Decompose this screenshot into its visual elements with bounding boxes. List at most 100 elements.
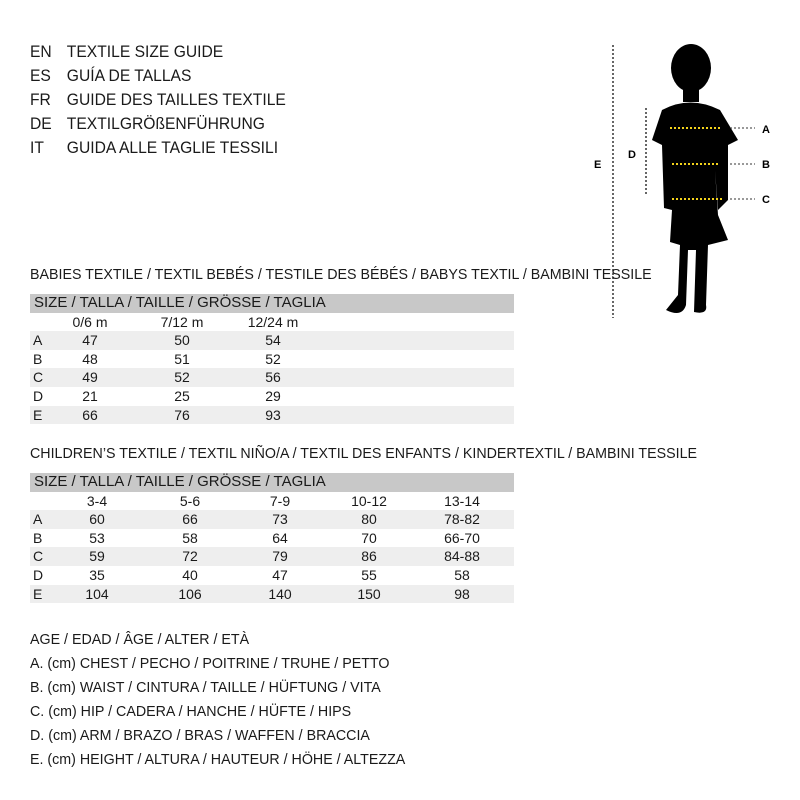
table-cell: 50 [174, 332, 190, 349]
label-b: B [762, 159, 770, 171]
column-header: 13-14 [444, 492, 480, 509]
language-title: GUIDA ALLE TAGLIE TESSILI [66, 138, 279, 157]
table-cell: 55 [361, 566, 377, 583]
table-cell: 150 [357, 585, 381, 602]
language-code: FR [30, 90, 51, 109]
child-silhouette-icon [652, 44, 738, 314]
legend-item: E. (cm) HEIGHT / ALTURA / HAUTEUR / HÖHE… [30, 751, 406, 768]
column-header: 5-6 [179, 492, 201, 509]
table-cell: 49 [82, 369, 98, 386]
label-e: E [594, 159, 601, 171]
table-cell: 64 [272, 529, 288, 546]
table-cell: 84-88 [444, 548, 480, 565]
babies-size-table: SIZE / TALLA / TAILLE / GRÖSSE / TAGLIA 0… [30, 294, 514, 425]
children-size-table: SIZE / TALLA / TAILLE / GRÖSSE / TAGLIA 3… [30, 473, 514, 604]
table-cell: 29 [265, 387, 281, 404]
table-cell: 66 [182, 511, 198, 528]
table-cell: 51 [174, 350, 190, 367]
language-line: DE TEXTILGRÖßENFÜHRUNG [30, 112, 286, 136]
table-row: B 48 51 52 [30, 350, 514, 369]
table-header: SIZE / TALLA / TAILLE / GRÖSSE / TAGLIA [30, 473, 514, 492]
children-title: CHILDREN’S TEXTILE / TEXTIL NIÑO/A / TEX… [30, 445, 698, 462]
language-line: IT GUIDA ALLE TAGLIE TESSILI [30, 136, 286, 160]
label-c: C [762, 194, 770, 206]
row-label: C [33, 369, 44, 386]
table-row: D 35 40 47 55 58 [30, 566, 514, 585]
table-cell: 73 [272, 511, 288, 528]
language-list: EN TEXTILE SIZE GUIDE ES GUÍA DE TALLAS FR GU… [30, 40, 308, 160]
table-cell: 104 [85, 585, 109, 602]
table-cell: 98 [454, 585, 470, 602]
column-header-row: 0/6 m 7/12 m 12/24 m [30, 313, 514, 332]
legend-item: D. (cm) ARM / BRAZO / BRAS / WAFFEN / BR… [30, 727, 370, 744]
table-cell: 72 [182, 548, 198, 565]
language-code: DE [30, 114, 52, 133]
column-header: 10-12 [351, 492, 387, 509]
table-header: SIZE / TALLA / TAILLE / GRÖSSE / TAGLIA [30, 294, 514, 313]
column-header: 3-4 [86, 492, 108, 509]
table-cell: 79 [272, 548, 288, 565]
table-cell: 76 [174, 406, 190, 423]
table-row: A 47 50 54 [30, 331, 514, 350]
table-row: C 59 72 79 86 84-88 [30, 547, 514, 566]
table-row: C 49 52 56 [30, 368, 514, 387]
row-label: E [33, 406, 43, 423]
legend-item: B. (cm) WAIST / CINTURA / TAILLE / HÜFTU… [30, 679, 381, 696]
row-label: D [33, 566, 44, 583]
legend-item: AGE / EDAD / ÂGE / ALTER / ETÀ [30, 631, 250, 648]
label-a: A [762, 124, 770, 136]
table-cell: 58 [182, 529, 198, 546]
column-header: 12/24 m [247, 313, 299, 330]
table-cell: 52 [265, 350, 281, 367]
table-cell: 25 [174, 387, 190, 404]
table-row: B 53 58 64 70 66-70 [30, 529, 514, 548]
table-cell: 93 [265, 406, 281, 423]
table-cell: 86 [361, 548, 377, 565]
row-label: B [33, 529, 43, 546]
table-cell: 47 [82, 332, 98, 349]
legend-item: A. (cm) CHEST / PECHO / POITRINE / TRUHE… [30, 655, 390, 672]
row-label: D [33, 387, 44, 404]
table-cell: 48 [82, 350, 98, 367]
table-cell: 52 [174, 369, 190, 386]
column-header: 0/6 m [72, 313, 108, 330]
table-cell: 59 [89, 548, 105, 565]
table-cell: 40 [182, 566, 198, 583]
table-cell: 60 [89, 511, 105, 528]
table-row: D 21 25 29 [30, 387, 514, 406]
table-row: A 60 66 73 80 78-82 [30, 510, 514, 529]
column-header-row: 3-4 5-6 7-9 10-12 13-14 [30, 492, 514, 511]
language-code: ES [30, 66, 51, 85]
language-title: TEXTILGRÖßENFÜHRUNG [66, 114, 265, 133]
table-cell: 106 [178, 585, 202, 602]
row-label: C [33, 548, 44, 565]
language-title: TEXTILE SIZE GUIDE [66, 42, 224, 61]
table-cell: 80 [361, 511, 377, 528]
table-row: E 104 106 140 150 98 [30, 584, 514, 604]
table-cell: 56 [265, 369, 281, 386]
table-cell: 140 [268, 585, 292, 602]
column-header: 7/12 m [160, 313, 204, 330]
babies-title: BABIES TEXTILE / TEXTIL BEBÉS / TESTILE … [30, 266, 652, 283]
language-title: GUÍA DE TALLAS [66, 66, 192, 85]
label-d: D [628, 149, 636, 161]
row-label: A [33, 511, 43, 528]
language-line: FR GUIDE DES TAILLES TEXTILE [30, 88, 286, 112]
table-cell: 66 [82, 406, 98, 423]
table-cell: 66-70 [444, 529, 480, 546]
row-label: E [33, 585, 43, 602]
table-cell: 53 [89, 529, 105, 546]
language-code: EN [30, 42, 52, 61]
size-figure: A B C D E [594, 44, 770, 318]
table-row: E 66 76 93 [30, 405, 514, 425]
row-label: A [33, 332, 43, 349]
table-cell: 47 [272, 566, 288, 583]
table-cell: 21 [82, 387, 98, 404]
table-cell: 58 [454, 566, 470, 583]
table-cell: 70 [361, 529, 377, 546]
table-cell: 78-82 [444, 511, 480, 528]
language-line: ES GUÍA DE TALLAS [30, 64, 286, 88]
language-code: IT [30, 138, 44, 157]
table-cell: 54 [265, 332, 281, 349]
language-title: GUIDE DES TAILLES TEXTILE [66, 90, 286, 109]
